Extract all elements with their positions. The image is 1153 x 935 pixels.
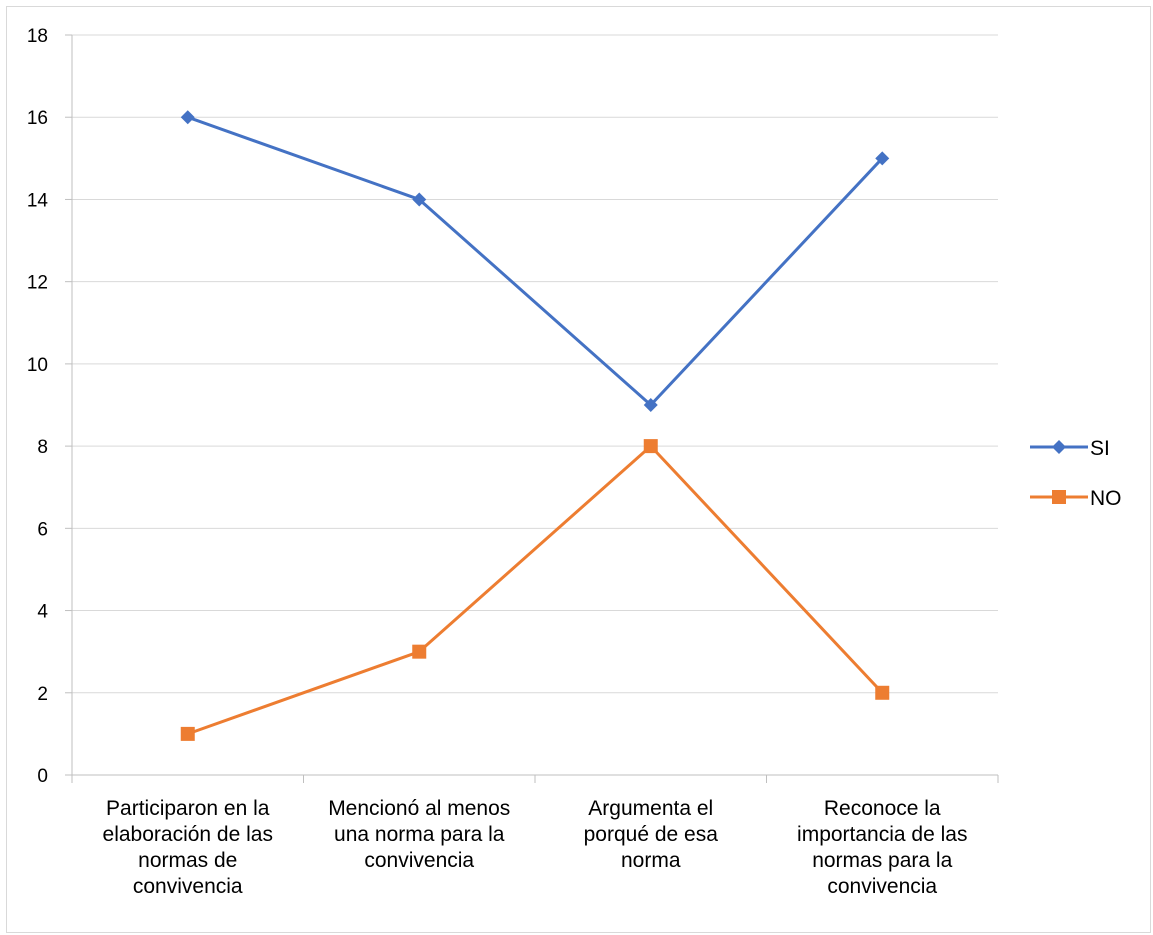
x-tick-label-line: normas para la bbox=[812, 849, 952, 872]
series-line-no bbox=[187, 444, 884, 736]
x-tick-label: Participaron en la elaboración de las norm… bbox=[103, 797, 273, 898]
series-line-si bbox=[187, 115, 884, 407]
legend-label-si: SI bbox=[1090, 437, 1110, 460]
x-tick-label-line: elaboración de las bbox=[103, 823, 273, 846]
data-point-si bbox=[412, 192, 427, 207]
data-point-no bbox=[412, 644, 427, 659]
y-tick-label: 4 bbox=[37, 602, 48, 623]
x-tick-label-line: convivencia bbox=[827, 875, 937, 898]
x-tick-label: Reconoce la importancia de las normas para… bbox=[797, 797, 967, 898]
data-point-no bbox=[643, 439, 658, 454]
data-point-si bbox=[643, 398, 658, 412]
x-tick-label-line: convivencia bbox=[133, 875, 243, 898]
data-point-no bbox=[875, 685, 890, 700]
x-tick-label-line: Reconoce la bbox=[824, 797, 941, 820]
y-tick-label: 18 bbox=[27, 26, 48, 47]
chart-frame bbox=[6, 6, 1151, 933]
x-tick-label-line: Mencionó al menos bbox=[328, 797, 510, 820]
legend-marker-si bbox=[1052, 440, 1066, 454]
y-tick-label: 8 bbox=[37, 437, 48, 458]
data-point-si bbox=[180, 110, 195, 125]
x-tick-label-line: norma bbox=[621, 849, 681, 872]
x-tick-label: Mencionó al menos una norma para la conviv… bbox=[328, 797, 510, 872]
y-tick-label: 16 bbox=[27, 108, 48, 129]
data-point-no bbox=[180, 726, 195, 741]
x-tick-label-line: normas de bbox=[138, 849, 237, 872]
legend-marker-no bbox=[1052, 490, 1066, 504]
x-tick-label: Argumenta el porqué de esa norma bbox=[584, 797, 719, 872]
legend-label-no: NO bbox=[1090, 487, 1122, 510]
y-tick-label: 12 bbox=[27, 273, 48, 294]
x-tick-label-line: Participaron en la bbox=[106, 797, 270, 820]
x-tick-label-line: una norma para la bbox=[334, 823, 505, 846]
x-tick-label-line: porqué de esa bbox=[584, 823, 719, 846]
x-tick-label-line: importancia de las bbox=[797, 823, 967, 846]
y-tick-label: 0 bbox=[37, 766, 48, 787]
x-tick-label-line: convivencia bbox=[364, 849, 474, 872]
y-tick-label: 2 bbox=[37, 684, 48, 705]
data-point-si bbox=[875, 151, 890, 166]
y-tick-label: 10 bbox=[27, 355, 48, 376]
y-tick-label: 6 bbox=[37, 519, 48, 540]
y-tick-label: 14 bbox=[27, 190, 49, 211]
x-tick-label-line: Argumenta el bbox=[588, 797, 713, 820]
